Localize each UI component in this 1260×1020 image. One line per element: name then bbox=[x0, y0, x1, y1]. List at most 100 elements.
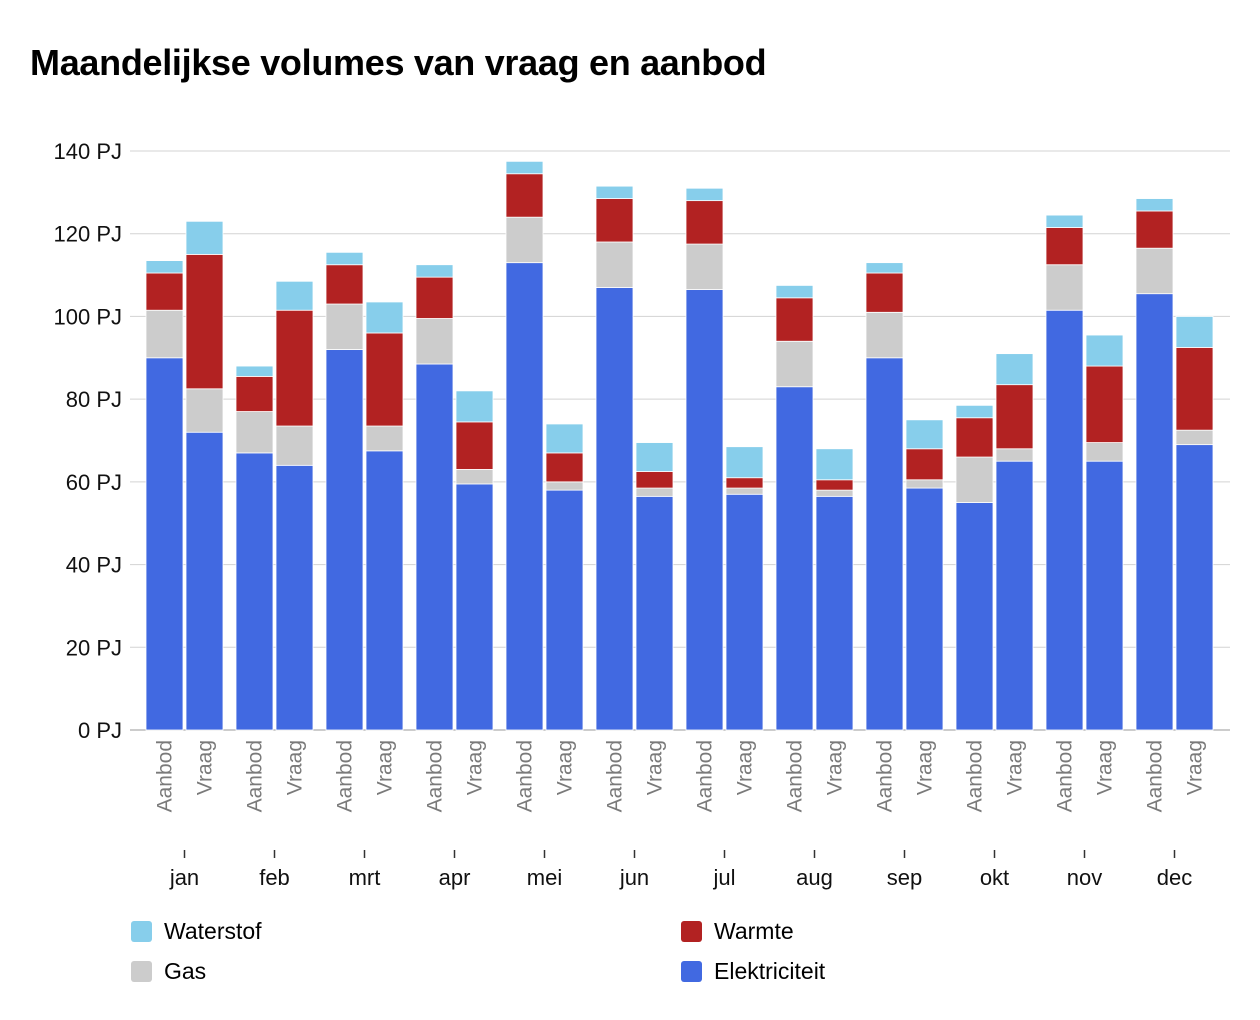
x-sublabel-aanbod: Aanbod bbox=[874, 740, 897, 812]
bar-vraag-mrt-waterstof bbox=[365, 301, 404, 334]
y-tick-label: 60 PJ bbox=[66, 470, 122, 495]
bar-vraag-okt-waterstof bbox=[995, 353, 1034, 386]
legend-swatch-gas bbox=[131, 961, 152, 982]
legend-item-waterstof[interactable]: Waterstof bbox=[131, 918, 262, 945]
bar-vraag-jul-elektriciteit bbox=[725, 493, 764, 731]
bar-aanbod-jan-waterstof bbox=[145, 260, 184, 274]
x-label-month: dec bbox=[1157, 865, 1192, 890]
x-label-month: sep bbox=[887, 865, 922, 890]
bar-vraag-dec-gas bbox=[1175, 429, 1214, 446]
legend-item-gas[interactable]: Gas bbox=[131, 958, 206, 985]
bar-vraag-sep-waterstof bbox=[905, 419, 944, 450]
bar-vraag-jun-gas bbox=[635, 487, 674, 497]
bar-vraag-nov-waterstof bbox=[1085, 334, 1124, 367]
bar-vraag-aug-warmte bbox=[815, 479, 854, 491]
bar-aanbod-nov-elektriciteit bbox=[1045, 309, 1084, 731]
bar-vraag-jul-gas bbox=[725, 487, 764, 495]
bar-aanbod-jul-elektriciteit bbox=[685, 289, 724, 731]
bar-aanbod-aug-elektriciteit bbox=[775, 386, 814, 731]
x-sublabel-vraag: Vraag bbox=[554, 740, 577, 795]
bar-vraag-jun-warmte bbox=[635, 471, 674, 489]
x-sublabel-vraag: Vraag bbox=[734, 740, 757, 795]
bar-aanbod-feb-elektriciteit bbox=[235, 452, 274, 731]
y-tick-label: 40 PJ bbox=[66, 553, 122, 578]
bar-vraag-feb-elektriciteit bbox=[275, 464, 314, 731]
x-sublabel-aanbod: Aanbod bbox=[694, 740, 717, 812]
x-sublabel-aanbod: Aanbod bbox=[784, 740, 807, 812]
bar-vraag-jan-waterstof bbox=[185, 220, 224, 255]
bar-aanbod-sep-warmte bbox=[865, 272, 904, 313]
bar-aanbod-aug-warmte bbox=[775, 297, 814, 342]
bar-aanbod-mei-waterstof bbox=[505, 160, 544, 175]
x-sublabel-aanbod: Aanbod bbox=[964, 740, 987, 812]
x-label-month: aug bbox=[796, 865, 833, 890]
bar-aanbod-jan-elektriciteit bbox=[145, 357, 184, 731]
bar-aanbod-jun-gas bbox=[595, 241, 634, 288]
bar-vraag-mrt-gas bbox=[365, 425, 404, 452]
bar-aanbod-nov-gas bbox=[1045, 264, 1084, 311]
bar-vraag-aug-waterstof bbox=[815, 448, 854, 481]
x-label-month: mrt bbox=[349, 865, 381, 890]
y-tick-label: 0 PJ bbox=[78, 718, 122, 743]
bar-aanbod-apr-gas bbox=[415, 318, 454, 365]
legend-swatch-elektriciteit bbox=[681, 961, 702, 982]
y-tick-label: 80 PJ bbox=[66, 387, 122, 412]
y-tick-label: 100 PJ bbox=[54, 304, 123, 329]
x-sublabel-aanbod: Aanbod bbox=[514, 740, 537, 812]
bar-vraag-nov-elektriciteit bbox=[1085, 460, 1124, 731]
bar-aanbod-jan-gas bbox=[145, 309, 184, 359]
bar-vraag-jun-waterstof bbox=[635, 442, 674, 472]
bar-vraag-feb-warmte bbox=[275, 309, 314, 427]
bar-vraag-apr-elektriciteit bbox=[455, 483, 494, 731]
bar-vraag-dec-elektriciteit bbox=[1175, 444, 1214, 731]
bar-vraag-okt-warmte bbox=[995, 384, 1034, 450]
bar-vraag-aug-elektriciteit bbox=[815, 495, 854, 731]
x-sublabel-vraag: Vraag bbox=[1094, 740, 1117, 795]
legend-item-elektriciteit[interactable]: Elektriciteit bbox=[681, 958, 825, 985]
bar-aanbod-mei-elektriciteit bbox=[505, 262, 544, 731]
bar-aanbod-dec-gas bbox=[1135, 247, 1174, 295]
bar-vraag-aug-gas bbox=[815, 489, 854, 497]
bar-aanbod-okt-warmte bbox=[955, 417, 994, 458]
bar-aanbod-okt-waterstof bbox=[955, 404, 994, 419]
bar-aanbod-aug-gas bbox=[775, 340, 814, 388]
x-label-month: okt bbox=[980, 865, 1009, 890]
y-axis: 0 PJ 20 PJ 40 PJ 60 PJ 80 PJ 100 PJ 120 PJ 140 … bbox=[54, 139, 123, 743]
bar-vraag-jul-waterstof bbox=[725, 446, 764, 479]
bar-aanbod-jun-warmte bbox=[595, 198, 634, 243]
bar-vraag-jan-warmte bbox=[185, 253, 224, 390]
bars bbox=[145, 160, 1214, 731]
bar-aanbod-feb-warmte bbox=[235, 375, 274, 412]
x-sublabel-aanbod: Aanbod bbox=[424, 740, 447, 812]
bar-vraag-jan-gas bbox=[185, 388, 224, 433]
bar-vraag-mrt-warmte bbox=[365, 332, 404, 427]
bar-vraag-sep-warmte bbox=[905, 448, 944, 481]
x-sublabel-vraag: Vraag bbox=[1184, 740, 1207, 795]
x-sublabel-aanbod: Aanbod bbox=[334, 740, 357, 812]
legend-label-gas: Gas bbox=[164, 958, 207, 984]
bar-aanbod-mei-warmte bbox=[505, 173, 544, 218]
bar-vraag-apr-waterstof bbox=[455, 390, 494, 423]
bar-aanbod-nov-waterstof bbox=[1045, 214, 1084, 228]
chart-area: 0 PJ 20 PJ 40 PJ 60 PJ 80 PJ 100 PJ 120 PJ 140 … bbox=[54, 139, 1230, 890]
x-label-month: jul bbox=[712, 865, 735, 890]
bar-aanbod-jan-warmte bbox=[145, 272, 184, 311]
bar-aanbod-okt-gas bbox=[955, 456, 994, 503]
bar-aanbod-dec-warmte bbox=[1135, 210, 1174, 249]
bar-vraag-mrt-elektriciteit bbox=[365, 450, 404, 731]
x-sublabel-vraag: Vraag bbox=[914, 740, 937, 795]
bar-vraag-dec-waterstof bbox=[1175, 316, 1214, 348]
bar-aanbod-apr-waterstof bbox=[415, 264, 454, 278]
legend-item-warmte[interactable]: Warmte bbox=[681, 918, 794, 945]
bar-aanbod-aug-waterstof bbox=[775, 285, 814, 299]
bar-aanbod-mrt-gas bbox=[325, 303, 364, 350]
legend-swatch-waterstof bbox=[131, 921, 152, 942]
y-tick-label: 120 PJ bbox=[54, 222, 123, 247]
legend: Waterstof Warmte Gas Elektriciteit bbox=[0, 900, 1260, 1020]
bar-vraag-dec-warmte bbox=[1175, 347, 1214, 431]
bar-aanbod-jul-waterstof bbox=[685, 187, 724, 202]
bar-vraag-jul-warmte bbox=[725, 477, 764, 489]
legend-label-warmte: Warmte bbox=[714, 918, 794, 944]
bar-vraag-jan-elektriciteit bbox=[185, 431, 224, 731]
bar-vraag-sep-elektriciteit bbox=[905, 487, 944, 731]
